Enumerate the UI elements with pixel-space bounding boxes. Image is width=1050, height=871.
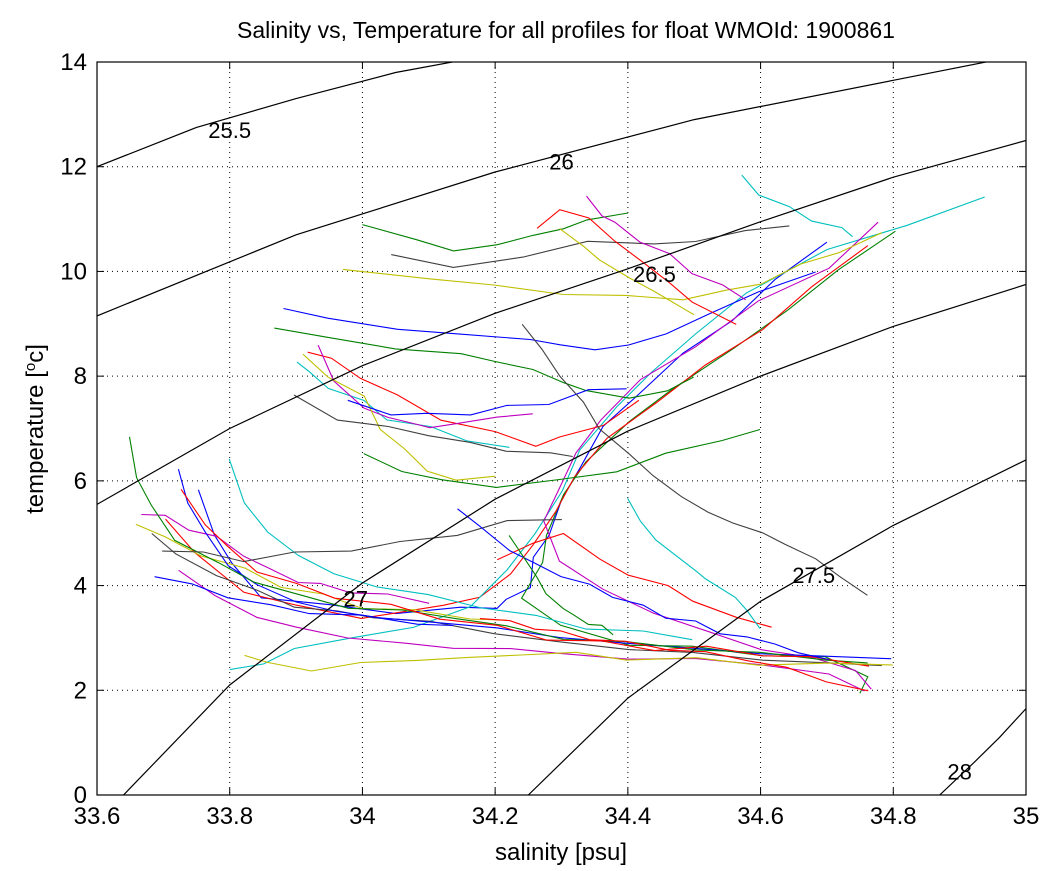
x-tick-label: 33.6: [74, 803, 121, 830]
profile-line: [342, 232, 883, 301]
profile-line: [307, 351, 640, 447]
profile-line: [362, 212, 629, 252]
profile-line: [151, 533, 882, 667]
y-axis-label-main: temperature [: [22, 371, 49, 514]
isopycnal-label: 26: [549, 149, 573, 174]
y-tick-label: 0: [74, 782, 87, 809]
profile-line: [627, 498, 761, 629]
profile-line: [177, 469, 892, 660]
x-tick-label: 34.2: [472, 803, 519, 830]
x-tick-label: 34: [349, 803, 376, 830]
profile-line: [496, 532, 772, 628]
isopycnals: [97, 62, 1026, 795]
x-tick-label: 35: [1013, 803, 1040, 830]
plot-frame: [96, 61, 1027, 796]
grid: [97, 62, 1026, 795]
profile-line: [162, 519, 562, 563]
y-axis-label-sup: o: [22, 363, 39, 371]
profile-line: [586, 195, 746, 301]
profile-line: [508, 535, 614, 636]
profile-line: [347, 388, 627, 416]
profile-line: [391, 225, 790, 268]
y-tick-label: 6: [74, 468, 87, 495]
profile-line: [293, 394, 573, 458]
y-tick-label: 14: [60, 49, 87, 76]
profile-line: [479, 618, 869, 692]
profile-line: [317, 344, 533, 429]
profile-line: [135, 523, 507, 621]
profile-line: [154, 576, 454, 627]
y-tick-label: 8: [74, 363, 87, 390]
y-axis-label-end: c]: [22, 344, 49, 363]
isopycnal-line: [97, 139, 1026, 505]
isopycnal-label: 26.5: [633, 262, 676, 287]
profile-line: [165, 245, 869, 619]
isopycnal-label: 25.5: [208, 118, 251, 143]
profile-line: [302, 353, 496, 481]
isopycnal-line: [97, 62, 456, 168]
isopycnal-labels: 25.5 26 26.5 27 27.5 28: [208, 118, 972, 784]
profile-line: [141, 513, 430, 604]
profile-line: [128, 436, 868, 664]
profile-line: [180, 488, 869, 667]
x-tick-label: 34.8: [870, 803, 917, 830]
profile-line: [178, 569, 865, 692]
profile-line: [536, 209, 737, 325]
x-axis-label: salinity [psu]: [495, 839, 627, 866]
profile-line: [274, 327, 694, 399]
isopycnal-line: [939, 708, 1026, 795]
isopycnal-label: 28: [947, 759, 971, 784]
isopycnal-line: [527, 459, 1026, 795]
chart-title: Salinity vs, Temperature for all profile…: [237, 17, 895, 43]
y-tick-label: 12: [60, 154, 87, 181]
profile-line: [283, 271, 816, 351]
isopycnal-line: [123, 283, 1026, 795]
profile-line: [197, 241, 828, 615]
profile-line: [520, 230, 896, 694]
y-tick-label: 2: [74, 677, 87, 704]
profile-line: [244, 651, 893, 672]
profile-line: [457, 508, 830, 661]
x-tick-label: 34.4: [604, 803, 651, 830]
axis-ticks: 33.6 33.8 34 34.2 34.4 34.6 34.8 35 0 2 4 6 8 10 12 14: [60, 49, 1039, 830]
isopycnal-label: 27.5: [792, 563, 835, 588]
profile-line: [363, 428, 761, 488]
x-tick-label: 33.8: [206, 803, 253, 830]
x-tick-label: 34.6: [737, 803, 784, 830]
profile-line: [559, 228, 695, 316]
profiles: [128, 174, 985, 694]
profile-line: [543, 221, 879, 690]
profile-line: [741, 174, 853, 238]
profile-line: [228, 458, 693, 641]
isopycnal-line: [97, 62, 990, 317]
isopycnal-label: 27: [344, 587, 368, 612]
y-tick-label: 4: [74, 573, 87, 600]
profile-line: [521, 323, 868, 596]
y-axis-label: temperature [oc]: [22, 344, 50, 514]
profile-line: [296, 361, 510, 448]
y-tick-label: 10: [60, 258, 87, 285]
